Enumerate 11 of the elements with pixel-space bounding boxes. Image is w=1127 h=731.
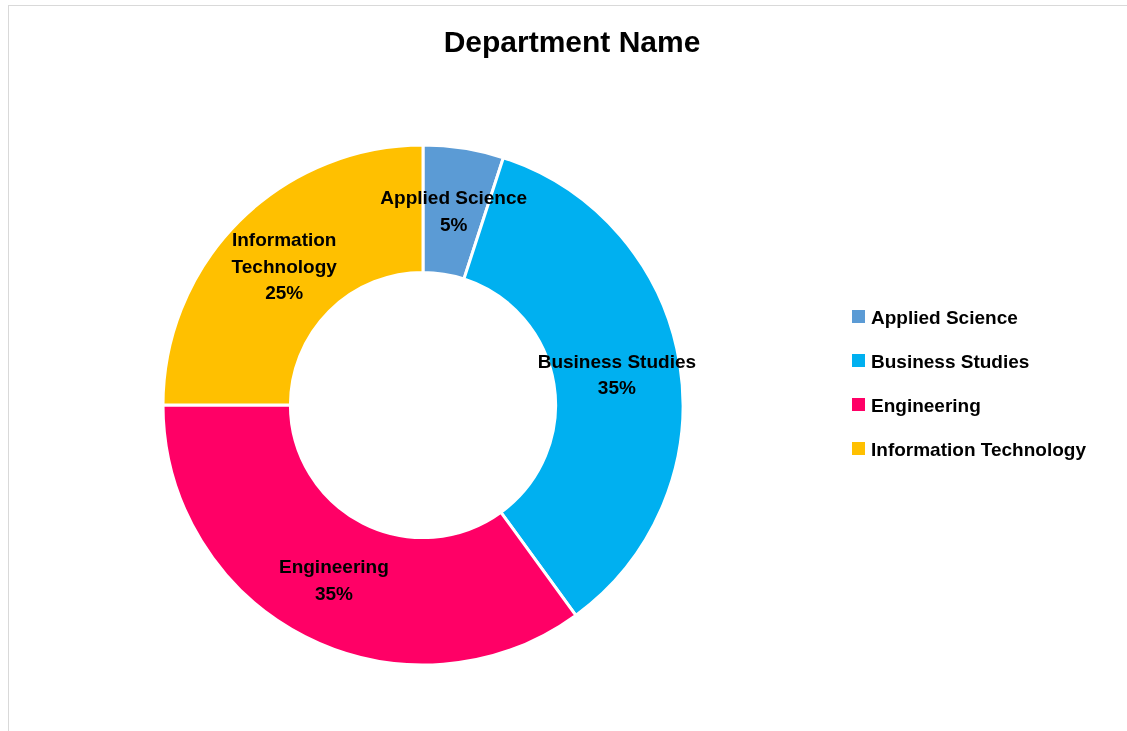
data-label: 35% (314, 582, 353, 604)
legend-label: Business Studies (871, 350, 1030, 372)
data-label: 5% (439, 214, 468, 236)
data-label: 35% (597, 377, 636, 399)
data-label: 25% (265, 282, 304, 304)
slice-label: Information Technology (231, 229, 338, 277)
legend-label: Information Technology (871, 438, 1087, 460)
legend-label: Engineering (871, 394, 981, 416)
chart-title: Department Name (443, 25, 701, 58)
legend-label: Applied Science (871, 306, 1018, 328)
slice-label: Engineering (278, 556, 389, 578)
